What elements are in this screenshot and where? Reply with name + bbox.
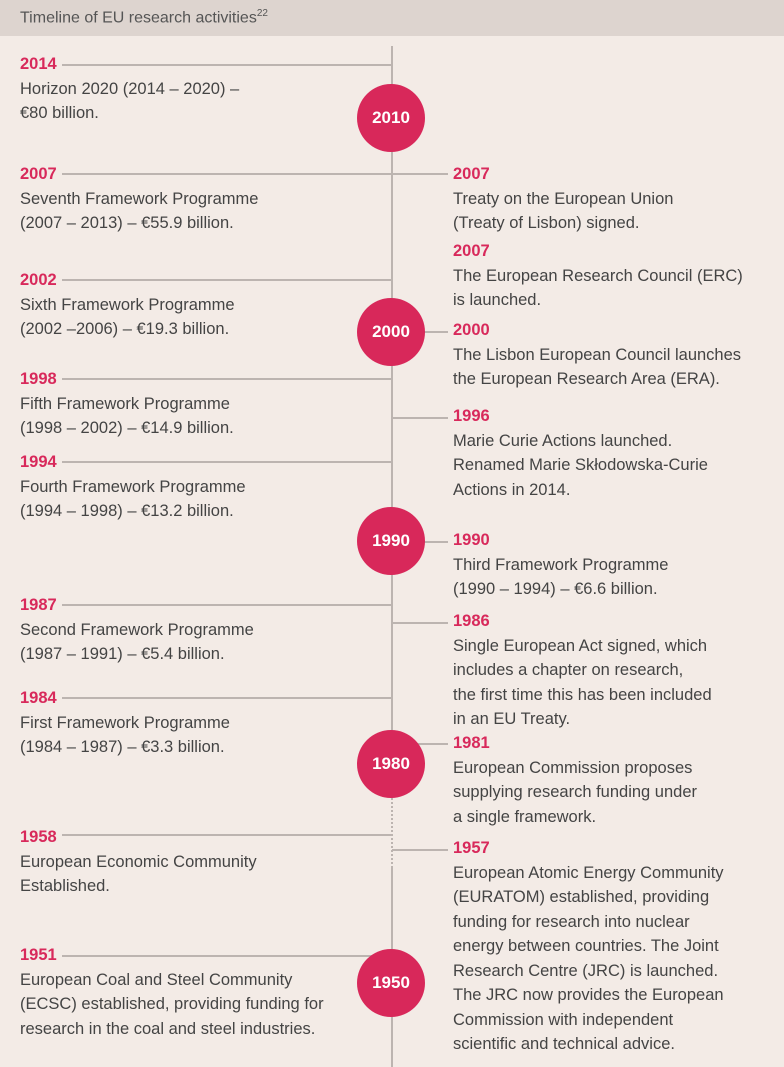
event-year: 2007 <box>453 165 490 183</box>
event-text: Sixth Framework Programme (2002 –2006) –… <box>20 295 235 339</box>
event-left: 2007 Seventh Framework Programme (2007 –… <box>20 162 258 236</box>
connector-line <box>62 697 392 699</box>
event-year: 2007 <box>20 165 57 183</box>
timeline-axis <box>391 46 393 798</box>
event-right: 1990 Third Framework Programme (1990 – 1… <box>453 528 668 602</box>
event-year: 2002 <box>20 271 57 289</box>
decade-marker-2000: 2000 <box>357 298 425 366</box>
event-right: 1996 Marie Curie Actions launched. Renam… <box>453 404 708 502</box>
event-text: Treaty on the European Union (Treaty of … <box>453 189 674 233</box>
connector-line <box>62 279 392 281</box>
event-text: European Coal and Steel Community (ECSC)… <box>20 970 324 1038</box>
event-right: 2007 The European Research Council (ERC)… <box>453 239 743 313</box>
event-year: 1994 <box>20 453 57 471</box>
event-text: European Economic Community Established. <box>20 852 257 896</box>
event-year: 2000 <box>453 321 490 339</box>
event-year: 1957 <box>453 839 490 857</box>
event-year: 1984 <box>20 689 57 707</box>
event-text: Fourth Framework Programme (1994 – 1998)… <box>20 477 246 521</box>
event-left: 1987 Second Framework Programme (1987 – … <box>20 593 254 667</box>
connector-line <box>62 834 392 836</box>
event-text: Second Framework Programme (1987 – 1991)… <box>20 620 254 664</box>
event-text: Third Framework Programme (1990 – 1994) … <box>453 555 669 599</box>
decade-marker-1950: 1950 <box>357 949 425 1017</box>
event-year: 1998 <box>20 370 57 388</box>
event-year: 2007 <box>453 242 490 260</box>
event-left: 1984 First Framework Programme (1984 – 1… <box>20 686 230 760</box>
event-left: 1998 Fifth Framework Programme (1998 – 2… <box>20 367 234 441</box>
connector-line <box>62 173 392 175</box>
event-right: 1957 European Atomic Energy Community (E… <box>453 836 724 1057</box>
event-text: Seventh Framework Programme (2007 – 2013… <box>20 189 259 233</box>
decade-marker-2010: 2010 <box>357 84 425 152</box>
footnote-marker: 22 <box>256 8 268 19</box>
decade-marker-1980: 1980 <box>357 730 425 798</box>
connector-line <box>392 849 448 851</box>
event-year: 1987 <box>20 596 57 614</box>
connector-line <box>392 743 448 745</box>
title-text: Timeline of EU research activities <box>20 9 257 27</box>
event-text: European Commission proposes supplying r… <box>453 758 697 826</box>
event-text: The European Research Council (ERC) is l… <box>453 266 743 310</box>
event-year: 1951 <box>20 946 57 964</box>
event-year: 1986 <box>453 612 490 630</box>
connector-line <box>392 173 448 175</box>
header-bar: Timeline of EU research activities22 <box>0 0 784 36</box>
connector-line <box>62 604 392 606</box>
connector-line <box>62 955 392 957</box>
page-title: Timeline of EU research activities22 <box>20 8 268 27</box>
event-text: European Atomic Energy Community (EURATO… <box>453 863 724 1054</box>
event-right: 1981 European Commission proposes supply… <box>453 731 697 829</box>
event-left: 1951 European Coal and Steel Community (… <box>20 943 324 1041</box>
event-left: 1994 Fourth Framework Programme (1994 – … <box>20 450 246 524</box>
decade-marker-1990: 1990 <box>357 507 425 575</box>
event-text: Fifth Framework Programme (1998 – 2002) … <box>20 394 234 438</box>
event-year: 1981 <box>453 734 490 752</box>
event-text: Horizon 2020 (2014 – 2020) – €80 billion… <box>20 79 240 123</box>
connector-line <box>392 417 448 419</box>
event-right: 1986 Single European Act signed, which i… <box>453 609 712 732</box>
event-text: The Lisbon European Council launches the… <box>453 345 742 389</box>
connector-line <box>62 461 392 463</box>
event-left: 2002 Sixth Framework Programme (2002 –20… <box>20 268 235 342</box>
connector-line <box>392 622 448 624</box>
event-text: First Framework Programme (1984 – 1987) … <box>20 713 230 757</box>
event-left: 1958 European Economic Community Establi… <box>20 825 257 899</box>
event-year: 2014 <box>20 55 57 73</box>
event-year: 1958 <box>20 828 57 846</box>
event-right: 2007 Treaty on the European Union (Treat… <box>453 162 673 236</box>
event-year: 1996 <box>453 407 490 425</box>
event-right: 2000 The Lisbon European Council launche… <box>453 318 741 392</box>
event-left: 2014 Horizon 2020 (2014 – 2020) – €80 bi… <box>20 52 239 126</box>
event-text: Single European Act signed, which includ… <box>453 636 712 729</box>
connector-line <box>62 64 392 66</box>
event-text: Marie Curie Actions launched. Renamed Ma… <box>453 431 708 499</box>
connector-line <box>62 378 392 380</box>
timeline-axis-dotted <box>391 798 393 868</box>
event-year: 1990 <box>453 531 490 549</box>
